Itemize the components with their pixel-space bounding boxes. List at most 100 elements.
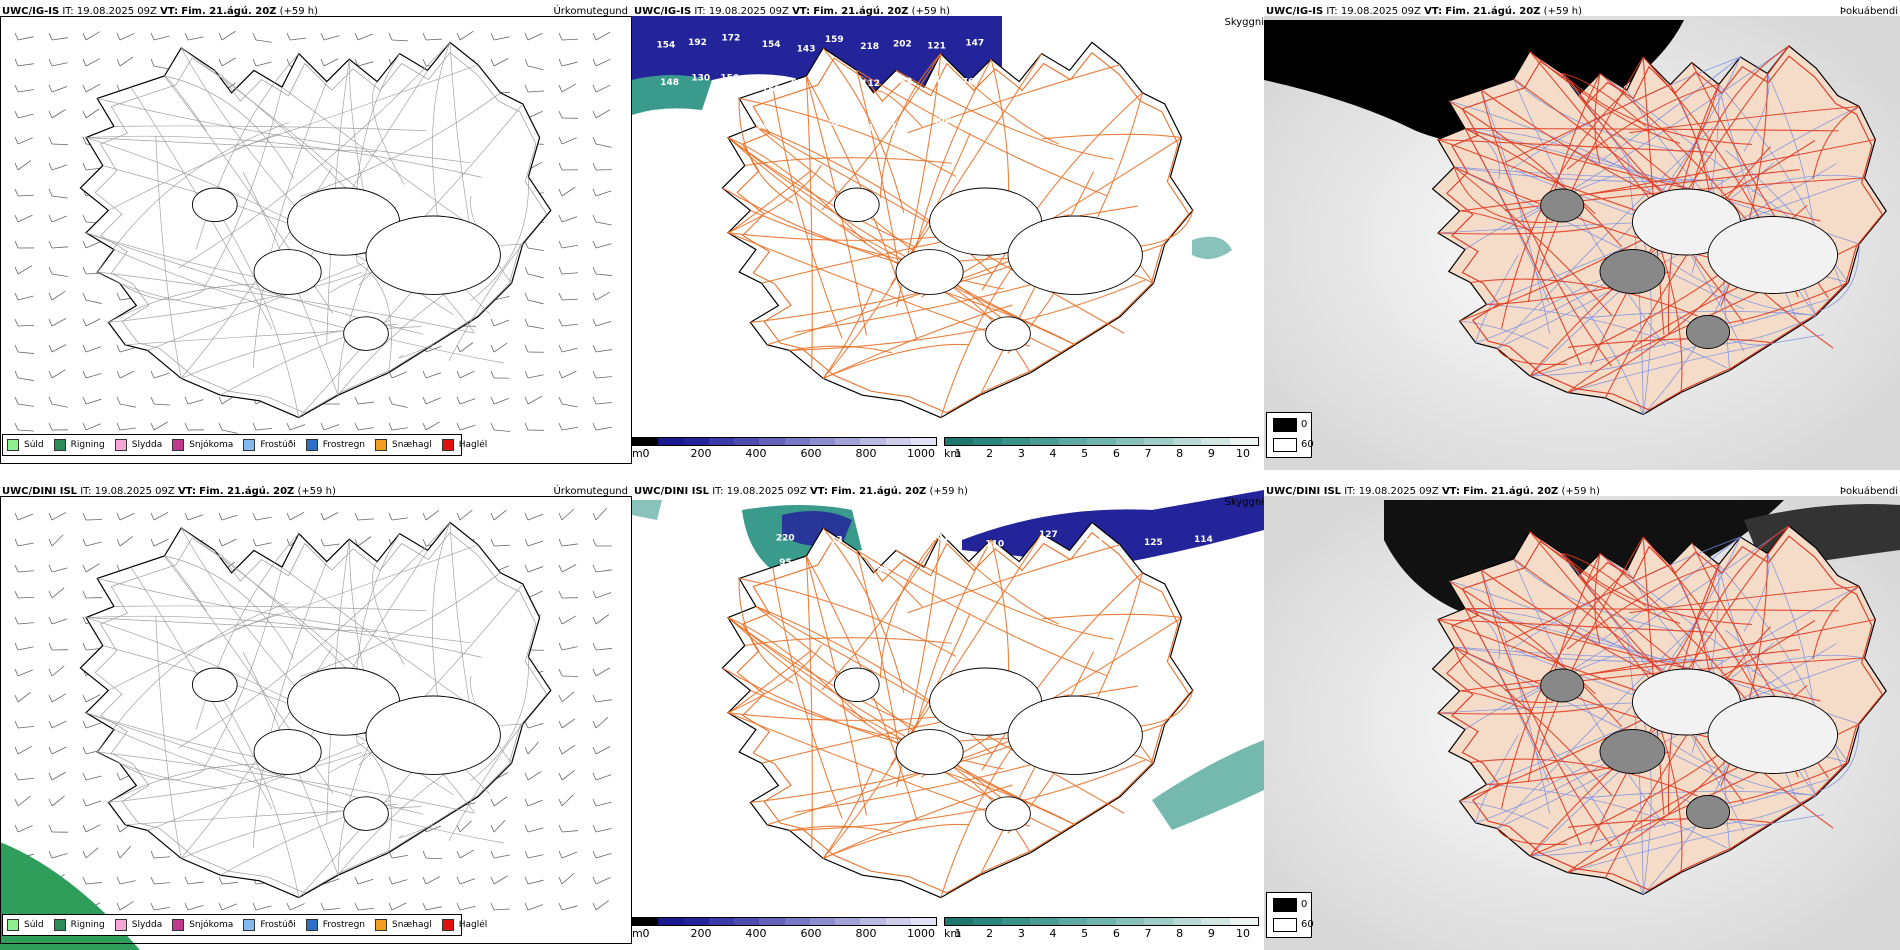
wind-barb-flag [456, 824, 461, 833]
wind-barb [51, 164, 68, 171]
wind-barb-flag [48, 538, 53, 547]
wind-barb [51, 665, 65, 677]
panel-header: UWC/IG-IS IT: 19.08.2025 09Z VT: Fim. 21… [2, 6, 319, 17]
wind-barb-flag [592, 590, 597, 599]
wind-barb-flag [82, 240, 87, 249]
colorbar-step [1115, 438, 1145, 445]
wind-barb [17, 351, 34, 354]
road-line [212, 683, 300, 898]
wind-barb-flag [422, 422, 427, 431]
glacier-outline [1007, 695, 1143, 775]
road-line [147, 742, 365, 831]
wind-barb [323, 512, 339, 521]
wind-barb-flag [490, 798, 495, 807]
visibility-label: 70 [931, 562, 944, 572]
road-line [772, 87, 843, 339]
wind-barb-flag [320, 422, 325, 431]
wind-barb-flag [558, 318, 563, 327]
wind-barb-flag [592, 266, 597, 275]
wind-barb [17, 89, 34, 93]
wind-barb [221, 538, 237, 547]
colorbar-tick: 0 [642, 927, 650, 940]
glacier-fog [1599, 249, 1666, 294]
wind-barb [85, 83, 101, 93]
legend-item: Frostúði [243, 439, 296, 451]
wind-barb-flag [490, 850, 495, 859]
legend-item: Haglél [441, 439, 487, 451]
wind-barb-flag [82, 824, 87, 833]
glacier-fog [1685, 795, 1731, 829]
wind-barb [85, 108, 100, 119]
wind-barb [459, 820, 472, 833]
colorbar-step [973, 438, 1002, 445]
road-line [727, 137, 1062, 339]
wind-barb [119, 901, 134, 911]
wind-barb [17, 691, 31, 703]
precip-type-map-1 [14, 30, 613, 434]
colorbar-step [1144, 438, 1173, 445]
wind-barb-flag [184, 876, 189, 885]
wind-barb [595, 291, 611, 301]
wind-barb-flag [14, 214, 19, 223]
road-line [1454, 166, 1725, 181]
wind-barb-flag [592, 136, 597, 145]
wind-barb-flag [558, 162, 563, 171]
visibility-label: 148 [660, 78, 679, 88]
wind-barb-flag [592, 396, 597, 405]
wind-barb-flag [558, 616, 563, 625]
wind-barb [51, 795, 65, 807]
wind-barb [119, 347, 136, 353]
wind-barb-flag [48, 32, 53, 41]
wind-barb [527, 299, 544, 305]
visibility-label: 125 [1144, 538, 1163, 548]
road-line [155, 136, 182, 379]
wind-barb [51, 318, 67, 327]
colorbar-tick: 200 [690, 447, 712, 460]
wind-barb-flag [354, 902, 359, 911]
wind-barb [17, 63, 34, 67]
colorbar-step [809, 438, 835, 445]
reduced-visibility-area [632, 75, 712, 115]
visibility-panel-1: 154 192 172 154 143 159 218 202 121 147 148 130 150 1… [632, 0, 1264, 470]
wind-barb [85, 31, 100, 41]
colorbar-step [658, 918, 684, 925]
panel-header: UWC/DINI ISL IT: 19.08.2025 09Z VT: Fim.… [1266, 486, 1600, 497]
wind-barb-flag [14, 318, 19, 327]
colorbar-tick: 8 [1176, 927, 1184, 940]
wind-barb-flag [82, 162, 87, 171]
wind-barb-flag [558, 370, 563, 379]
wind-barb [425, 397, 441, 405]
panel-header: UWC/DINI ISL IT: 19.08.2025 09Z VT: Fim.… [2, 486, 336, 497]
wind-barb [561, 137, 577, 145]
wind-barb-flag [48, 616, 53, 625]
colorbar-tick: 400 [745, 447, 767, 460]
wind-barb-flag [150, 512, 155, 521]
road-line [448, 723, 524, 842]
visibility-colorbar: km 1 2 3 4 5 6 7 8 9 10 [944, 917, 1259, 940]
cloudbase-colorbar: m 0 200 400 600 800 1000 [632, 437, 937, 460]
wind-barb [17, 36, 34, 41]
wind-barb [289, 37, 306, 41]
wind-barb-flag [422, 32, 427, 41]
reduced-visibility-area [632, 500, 662, 520]
wind-barb-flag [592, 84, 597, 93]
wind-barb [595, 376, 612, 379]
wind-barb [255, 39, 272, 43]
wind-barb-flag [14, 344, 19, 353]
colorbar-step [885, 918, 911, 925]
wind-barb [51, 746, 67, 755]
colorbar-unit: km [944, 927, 962, 940]
reduced-visibility-area [1192, 236, 1232, 259]
cloudbase-colorbar: m 0 200 400 600 800 1000 [632, 917, 937, 940]
wind-barb-flag [184, 422, 189, 431]
wind-barb [595, 801, 612, 807]
wind-barb [459, 30, 474, 41]
wind-barb [357, 33, 373, 41]
wind-barb-flag [592, 318, 597, 327]
visibility-panel-2: 220 113 103 141 110 127 148 125 114 95 86 86 70 UWC/… [632, 480, 1264, 950]
wind-barb-flag [490, 876, 495, 885]
road-line [155, 616, 182, 859]
wind-barb [153, 35, 170, 41]
cloudbase-ticks: m 0 200 400 600 800 1000 [632, 926, 937, 940]
road-line [1454, 166, 1704, 182]
